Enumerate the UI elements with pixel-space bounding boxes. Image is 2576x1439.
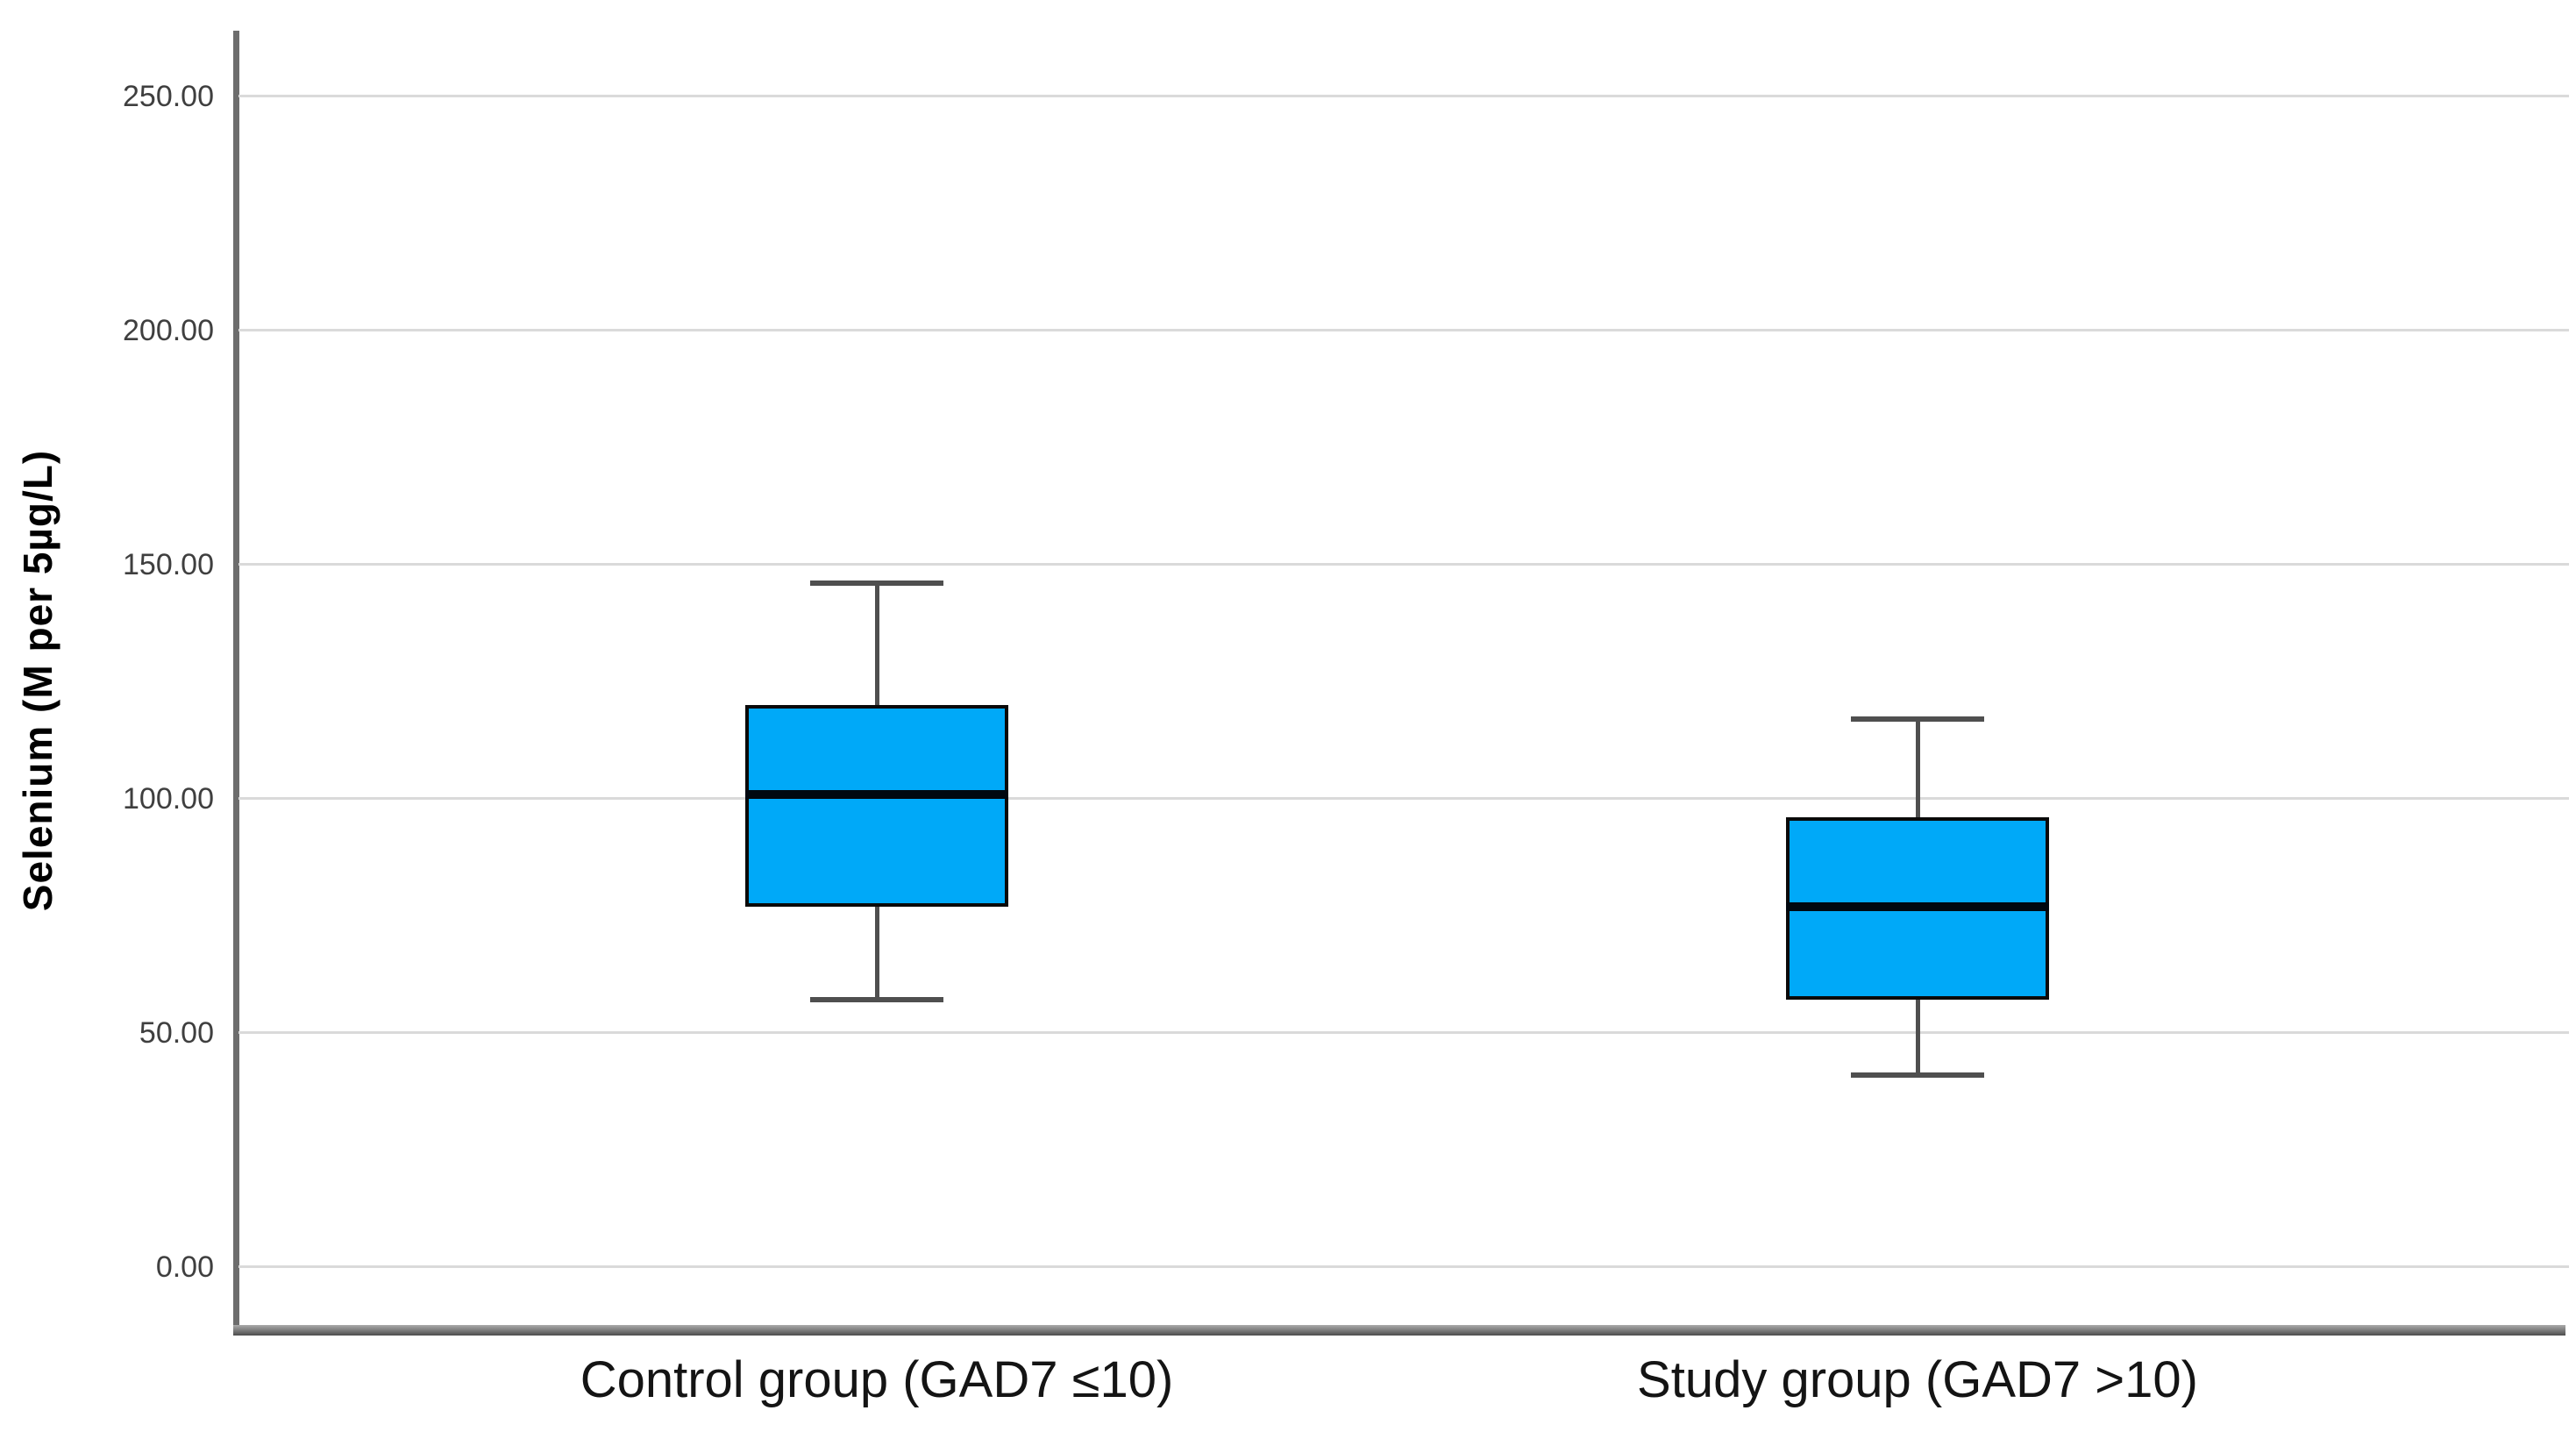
plot-area [238,31,2569,1330]
boxplot-group-1 [238,31,2569,1330]
x-category-label-2: Study group (GAD7 >10) [1637,1351,2198,1408]
gridline-250 [238,95,2569,98]
y-axis-title-text: Selenium (M per 5µg/L) [15,449,61,912]
upper-whisker-line [874,583,879,706]
x-axis-line [233,1325,2565,1336]
iqr-box [745,705,1008,907]
y-tick-label-50: 50.00 [139,1015,214,1050]
y-tick-label-100: 100.00 [123,781,214,816]
lower-whisker-line [1915,1000,1920,1075]
y-tick-label-150: 150.00 [123,547,214,581]
lower-whisker-cap [1851,1072,1984,1078]
gridline-50 [238,1031,2569,1035]
gridline-150 [238,563,2569,566]
y-axis-title: Selenium (M per 5µg/L) [7,31,68,1330]
y-tick-label-250: 250.00 [123,79,214,113]
upper-whisker-line [1915,719,1920,818]
gridline-0 [238,1265,2569,1269]
median-line [1786,901,2049,911]
y-tick-label-200: 200.00 [123,313,214,347]
upper-whisker-cap [1851,716,1984,723]
x-category-label-1: Control group (GAD7 ≤10) [580,1351,1174,1408]
boxplot-group-2 [238,31,2569,1330]
upper-whisker-cap [810,581,943,587]
y-axis-line [233,31,239,1335]
y-tick-label-0: 0.00 [155,1250,214,1284]
gridline-200 [238,329,2569,332]
median-line [745,789,1008,799]
lower-whisker-line [874,906,879,1001]
gridline-100 [238,797,2569,801]
lower-whisker-cap [810,997,943,1003]
